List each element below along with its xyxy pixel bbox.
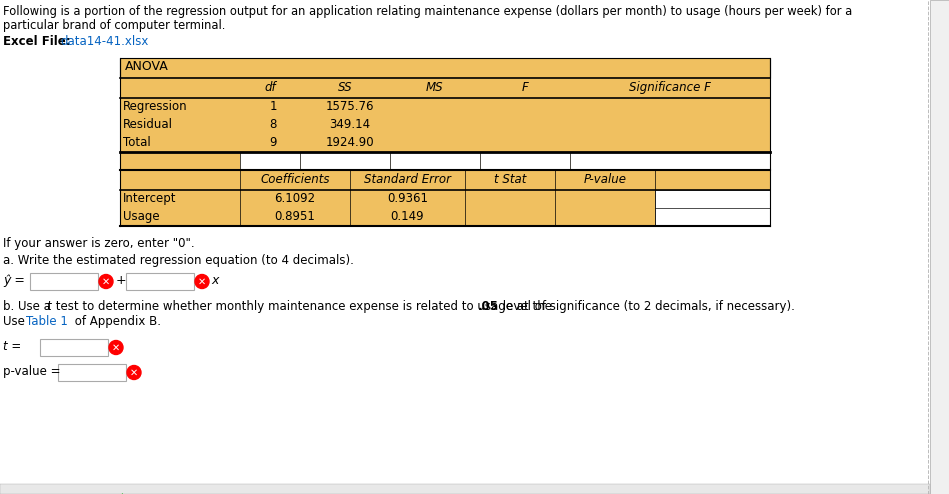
- Text: Significance F: Significance F: [629, 81, 711, 94]
- Circle shape: [99, 275, 113, 288]
- Text: Coefficients: Coefficients: [260, 173, 329, 186]
- Bar: [655, 190, 770, 208]
- Text: 9: 9: [270, 136, 277, 149]
- Bar: [240, 152, 300, 170]
- Circle shape: [127, 366, 141, 379]
- Bar: [120, 58, 770, 78]
- Bar: [300, 152, 390, 170]
- Bar: [30, 273, 98, 290]
- Bar: [120, 98, 770, 116]
- Bar: [120, 152, 770, 170]
- Text: Residual: Residual: [123, 118, 173, 131]
- Text: p-value =: p-value =: [3, 365, 61, 378]
- Text: Intercept: Intercept: [123, 192, 177, 205]
- Text: ✕: ✕: [198, 277, 206, 287]
- Text: .05: .05: [478, 300, 499, 313]
- Text: ŷ =: ŷ =: [3, 274, 25, 287]
- Bar: [120, 208, 655, 226]
- Text: a. Write the estimated regression equation (to 4 decimals).: a. Write the estimated regression equati…: [3, 254, 354, 267]
- Bar: [58, 364, 126, 381]
- Text: x: x: [211, 274, 218, 287]
- Text: particular brand of computer terminal.: particular brand of computer terminal.: [3, 19, 225, 32]
- Bar: [0, 484, 930, 494]
- Bar: [570, 152, 770, 170]
- Bar: [120, 116, 770, 134]
- Text: Regression: Regression: [123, 100, 188, 113]
- Text: ▲: ▲: [118, 492, 126, 494]
- Circle shape: [109, 340, 123, 355]
- Text: df: df: [264, 81, 276, 94]
- Text: 1924.90: 1924.90: [326, 136, 374, 149]
- Text: 8: 8: [270, 118, 277, 131]
- Text: Excel File:: Excel File:: [3, 35, 75, 48]
- Text: b. Use a: b. Use a: [3, 300, 55, 313]
- Text: Standard Error: Standard Error: [364, 173, 451, 186]
- Text: ✕: ✕: [130, 368, 138, 377]
- Text: 6.1092: 6.1092: [274, 192, 316, 205]
- Text: ANOVA: ANOVA: [125, 60, 169, 73]
- Bar: [930, 0, 949, 494]
- Text: 0.8951: 0.8951: [274, 210, 315, 223]
- Text: Following is a portion of the regression output for an application relating main: Following is a portion of the regression…: [3, 5, 852, 18]
- Bar: [120, 152, 240, 170]
- Bar: [120, 170, 770, 190]
- Text: 1: 1: [270, 100, 277, 113]
- Text: t =: t =: [3, 340, 21, 353]
- Text: 349.14: 349.14: [329, 118, 370, 131]
- Text: MS: MS: [426, 81, 444, 94]
- Bar: [120, 190, 655, 208]
- Text: Total: Total: [123, 136, 151, 149]
- Text: t: t: [46, 300, 50, 313]
- Text: ✕: ✕: [112, 342, 121, 353]
- Text: SS: SS: [338, 81, 352, 94]
- Text: test to determine whether monthly maintenance expense is related to usage at the: test to determine whether monthly mainte…: [52, 300, 556, 313]
- Text: +: +: [116, 274, 126, 287]
- Text: 1575.76: 1575.76: [326, 100, 374, 113]
- Text: of Appendix B.: of Appendix B.: [71, 315, 161, 328]
- Text: 0.149: 0.149: [391, 210, 424, 223]
- Bar: [480, 152, 570, 170]
- Bar: [40, 339, 108, 356]
- Text: Use: Use: [3, 315, 28, 328]
- Text: 0.9361: 0.9361: [387, 192, 428, 205]
- Bar: [120, 78, 770, 98]
- Text: level of significance (to 2 decimals, if necessary).: level of significance (to 2 decimals, if…: [499, 300, 795, 313]
- Bar: [126, 273, 194, 290]
- Bar: [390, 152, 480, 170]
- Text: P-value: P-value: [584, 173, 626, 186]
- Text: If your answer is zero, enter "0".: If your answer is zero, enter "0".: [3, 237, 195, 250]
- Text: t Stat: t Stat: [493, 173, 526, 186]
- Text: Usage: Usage: [123, 210, 159, 223]
- Bar: [120, 134, 770, 152]
- Text: ✕: ✕: [102, 277, 110, 287]
- Circle shape: [195, 275, 209, 288]
- Text: Table 1: Table 1: [26, 315, 68, 328]
- Bar: [655, 208, 770, 226]
- Text: data14-41.xlsx: data14-41.xlsx: [60, 35, 148, 48]
- Text: F: F: [522, 81, 529, 94]
